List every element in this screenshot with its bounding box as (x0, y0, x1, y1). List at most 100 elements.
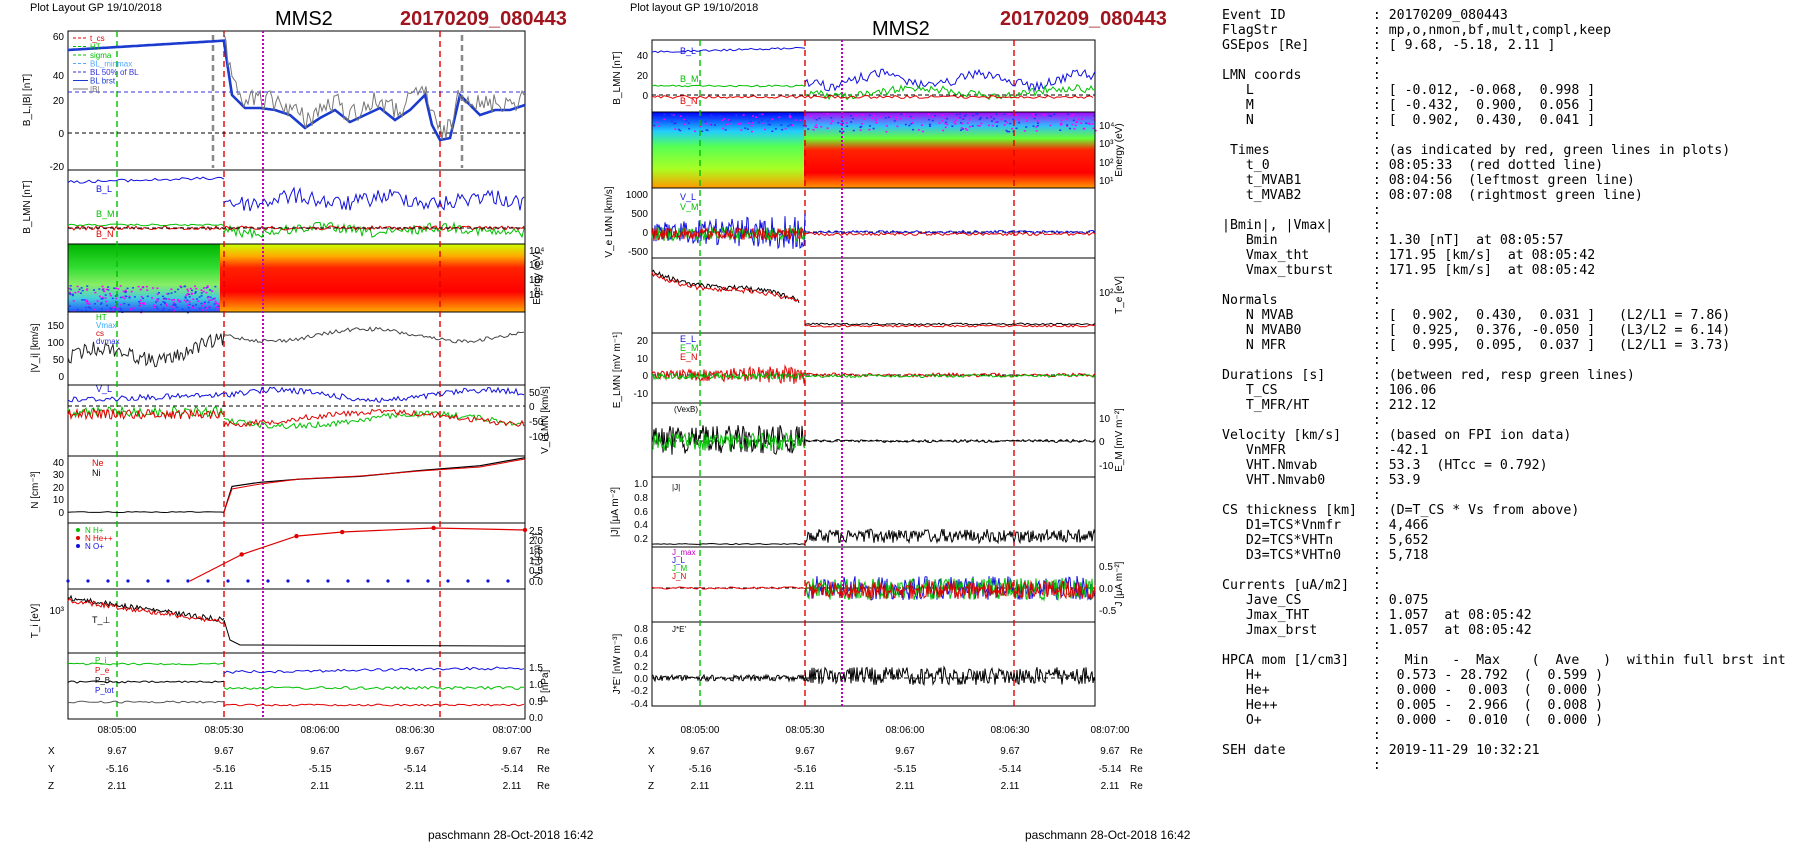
spectrogram-speckle (799, 119, 802, 121)
info-row: N MFR : [ 0.995, 0.095, 0.037 ] (L2/L1 =… (1222, 338, 1786, 353)
spectrogram-speckle (942, 129, 945, 132)
ephem-label: X (48, 746, 55, 757)
info-row: : (1222, 53, 1786, 68)
info-value: : 1.30 [nT] at 08:05:57 (1372, 233, 1564, 248)
spectrogram-speckle (959, 122, 962, 124)
spectrogram-speckle (93, 308, 96, 311)
y-tick-label: -100 (529, 432, 549, 443)
spectrogram-speckle (205, 307, 208, 310)
spectrogram-speckle (124, 295, 127, 297)
time-tick-label: 08:07:00 (1091, 725, 1130, 736)
spectrogram-speckle (740, 129, 743, 131)
spectrogram-speckle (209, 296, 212, 299)
spectrogram-speckle (85, 299, 88, 302)
spectrogram-speckle (908, 124, 911, 127)
spectrogram-speckle (663, 113, 666, 116)
spectrogram-speckle (116, 308, 119, 310)
info-key: M (1222, 98, 1373, 113)
spectrogram-speckle (100, 308, 103, 310)
y-axis-label: E_M [mV m⁻²] (1114, 408, 1125, 472)
info-value: : Min - Max ( Ave ) within full brst int (1372, 653, 1786, 668)
spectrogram-speckle (101, 285, 104, 288)
spectrogram-speckle (944, 122, 947, 125)
spectrogram-speckle (757, 121, 760, 124)
spectrogram-speckle (751, 122, 754, 124)
spectrogram-speckle (1043, 114, 1046, 116)
spectrogram-speckle (928, 123, 931, 126)
p-b-line (223, 703, 525, 707)
spectrogram-speckle (177, 288, 180, 291)
spectrogram-speckle (202, 287, 205, 289)
y-tick-label: 1.0 (529, 680, 543, 691)
y-tick-label: 10 (1099, 414, 1111, 425)
y-axis-label: J*E' [nW m⁻³] (612, 634, 623, 695)
info-row: N MVAB0 : [ 0.925, 0.376, -0.050 ] (L3/L… (1222, 323, 1786, 338)
spectrogram-speckle (94, 291, 97, 294)
info-value: : 171.95 [km/s] at 08:05:42 (1372, 263, 1596, 278)
y-tick-label: 0.2 (634, 662, 648, 673)
spectrogram-speckle (1082, 128, 1085, 130)
spectrogram-speckle (155, 306, 158, 308)
spectrogram-speckle (1059, 129, 1062, 131)
info-value: : 212.12 (1372, 398, 1437, 413)
spectrogram-speckle (206, 285, 209, 287)
legend-entry: t_cs (90, 34, 105, 43)
spectrogram-speckle (1005, 129, 1008, 132)
spectrogram-speckle (208, 305, 211, 308)
spectrogram-speckle (214, 300, 217, 303)
info-row: : (1222, 278, 1786, 293)
spectrogram-speckle (86, 285, 89, 287)
y-tick-label: -0.4 (631, 699, 649, 710)
vn-line (223, 408, 525, 428)
spectrogram-speckle (658, 125, 661, 127)
spectrogram-speckle (139, 305, 142, 307)
y-tick-label: 30 (53, 470, 65, 481)
spectrogram-speckle (140, 295, 143, 298)
spectrogram-speckle (755, 116, 758, 119)
y-tick-label: 20 (53, 483, 65, 494)
legend-entry: J_M (672, 564, 687, 573)
spectrogram-speckle (941, 114, 944, 116)
legend-entry: |B| (90, 85, 100, 94)
info-key: VHT.Nmvab (1222, 458, 1373, 473)
spectrogram-tick: 10¹ (529, 290, 544, 301)
bl-lmn-line (67, 176, 225, 184)
spectrogram-speckle (705, 129, 708, 131)
he-pp-point (340, 529, 345, 535)
spectrogram-speckle (213, 303, 216, 305)
y-tick-label: -0.2 (631, 686, 649, 697)
spectrogram-speckle (104, 294, 107, 296)
ephem-value: -5.15 (309, 764, 332, 775)
o-plus-point (346, 579, 350, 583)
spectrogram-speckle (71, 294, 74, 297)
info-key: Velocity [km/s] (1222, 428, 1373, 443)
spectrogram-speckle (1069, 127, 1072, 130)
spectrogram-speckle (156, 293, 159, 295)
left-panel-frame (67, 169, 526, 245)
spectrogram-speckle (904, 123, 907, 126)
spectrogram-speckle (1025, 126, 1028, 128)
info-value: : 0.005 - 2.966 ( 0.008 ) (1372, 698, 1604, 713)
spectrogram-speckle (968, 125, 971, 128)
y-tick-label: 0.0 (634, 674, 648, 685)
spectrogram-speckle (151, 287, 154, 289)
spectrogram-speckle (653, 124, 656, 127)
y-tick-label: 50 (529, 388, 541, 399)
spectrogram-speckle (674, 122, 677, 124)
info-key: O+ (1222, 713, 1373, 728)
info-key: He+ (1222, 683, 1373, 698)
y-tick-label: 20 (53, 96, 65, 107)
spectrogram-speckle (69, 305, 72, 307)
vl-line (67, 391, 225, 403)
ne-line (223, 458, 526, 513)
legend-entry: P_B (95, 676, 110, 685)
bm-lmn-line (804, 83, 1096, 101)
spectrogram-speckle (1077, 118, 1080, 121)
spectrogram-speckle (201, 305, 204, 307)
spectrogram-speckle (906, 115, 909, 118)
spectrogram-speckle (928, 125, 931, 127)
spectrogram-speckle (757, 116, 760, 118)
spectrogram-speckle (976, 124, 979, 127)
em-vexb-line (651, 432, 806, 452)
spectrogram-speckle (911, 121, 914, 124)
